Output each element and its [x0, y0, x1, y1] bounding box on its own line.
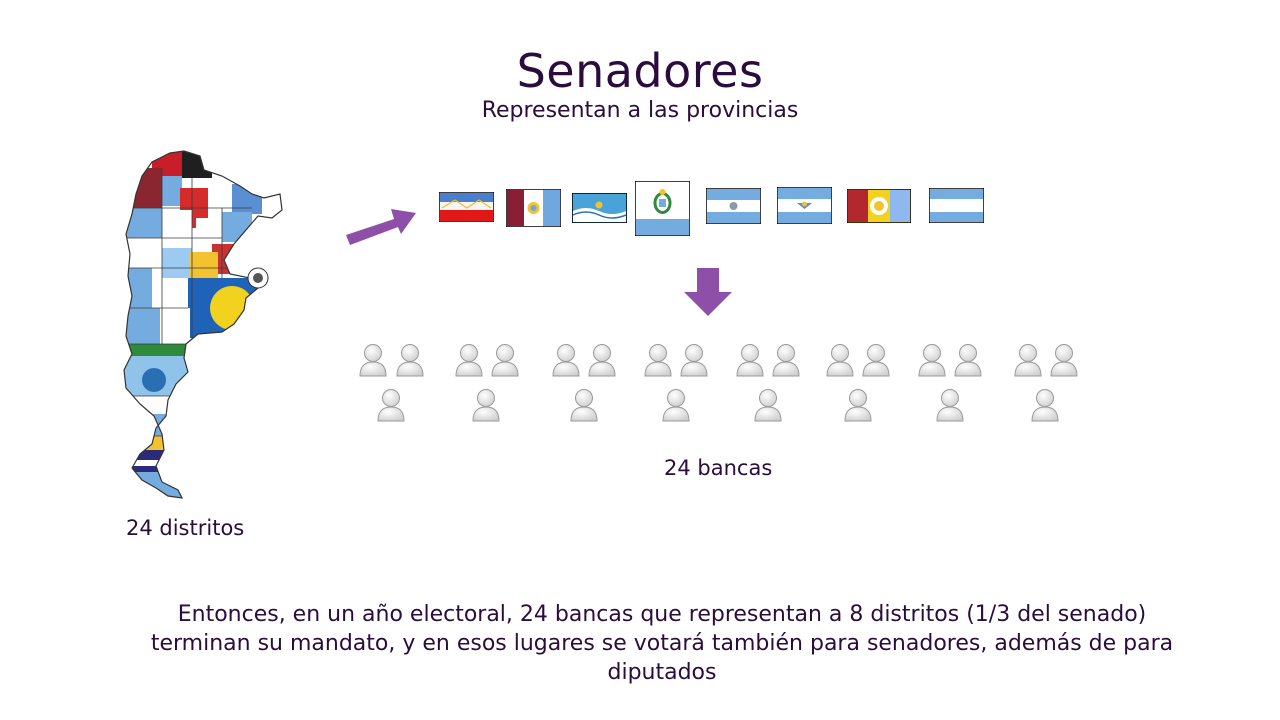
person-icon	[453, 343, 485, 381]
person-icon	[952, 343, 984, 381]
person-icon	[470, 388, 502, 426]
arrow-right-icon	[344, 203, 420, 251]
person-icon	[824, 343, 856, 381]
person-icon	[752, 388, 784, 426]
person-icon	[934, 388, 966, 426]
person-icon	[357, 343, 389, 381]
flag-jujuy	[706, 188, 761, 224]
slide-title: Senadores	[516, 44, 764, 98]
map-caption: 24 distritos	[126, 516, 245, 540]
person-icon	[1029, 388, 1061, 426]
flag-catamarca	[506, 189, 561, 227]
person-icon	[660, 388, 692, 426]
person-icon	[568, 388, 600, 426]
person-icon	[1048, 343, 1080, 381]
flag-chaco	[439, 192, 494, 222]
footer-text: Entonces, en un año electoral, 24 bancas…	[150, 602, 1174, 685]
person-icon	[642, 343, 674, 381]
person-icon	[586, 343, 618, 381]
flag-cordoba	[847, 189, 911, 223]
person-icon	[375, 388, 407, 426]
flag-chubut	[572, 193, 627, 223]
person-icon	[550, 343, 582, 381]
person-icon	[1012, 343, 1044, 381]
arrow-down-icon	[682, 266, 734, 322]
person-icon	[489, 343, 521, 381]
flag-la-pampa	[777, 187, 832, 224]
flag-formosa	[635, 181, 690, 236]
person-icon	[770, 343, 802, 381]
seats-caption: 24 bancas	[664, 456, 773, 480]
flag-argentina	[929, 188, 984, 223]
argentina-map	[112, 148, 287, 507]
person-icon	[678, 343, 710, 381]
person-icon	[916, 343, 948, 381]
person-icon	[394, 343, 426, 381]
slide-subtitle: Representan a las provincias	[481, 98, 799, 123]
person-icon	[860, 343, 892, 381]
person-icon	[734, 343, 766, 381]
person-icon	[842, 388, 874, 426]
